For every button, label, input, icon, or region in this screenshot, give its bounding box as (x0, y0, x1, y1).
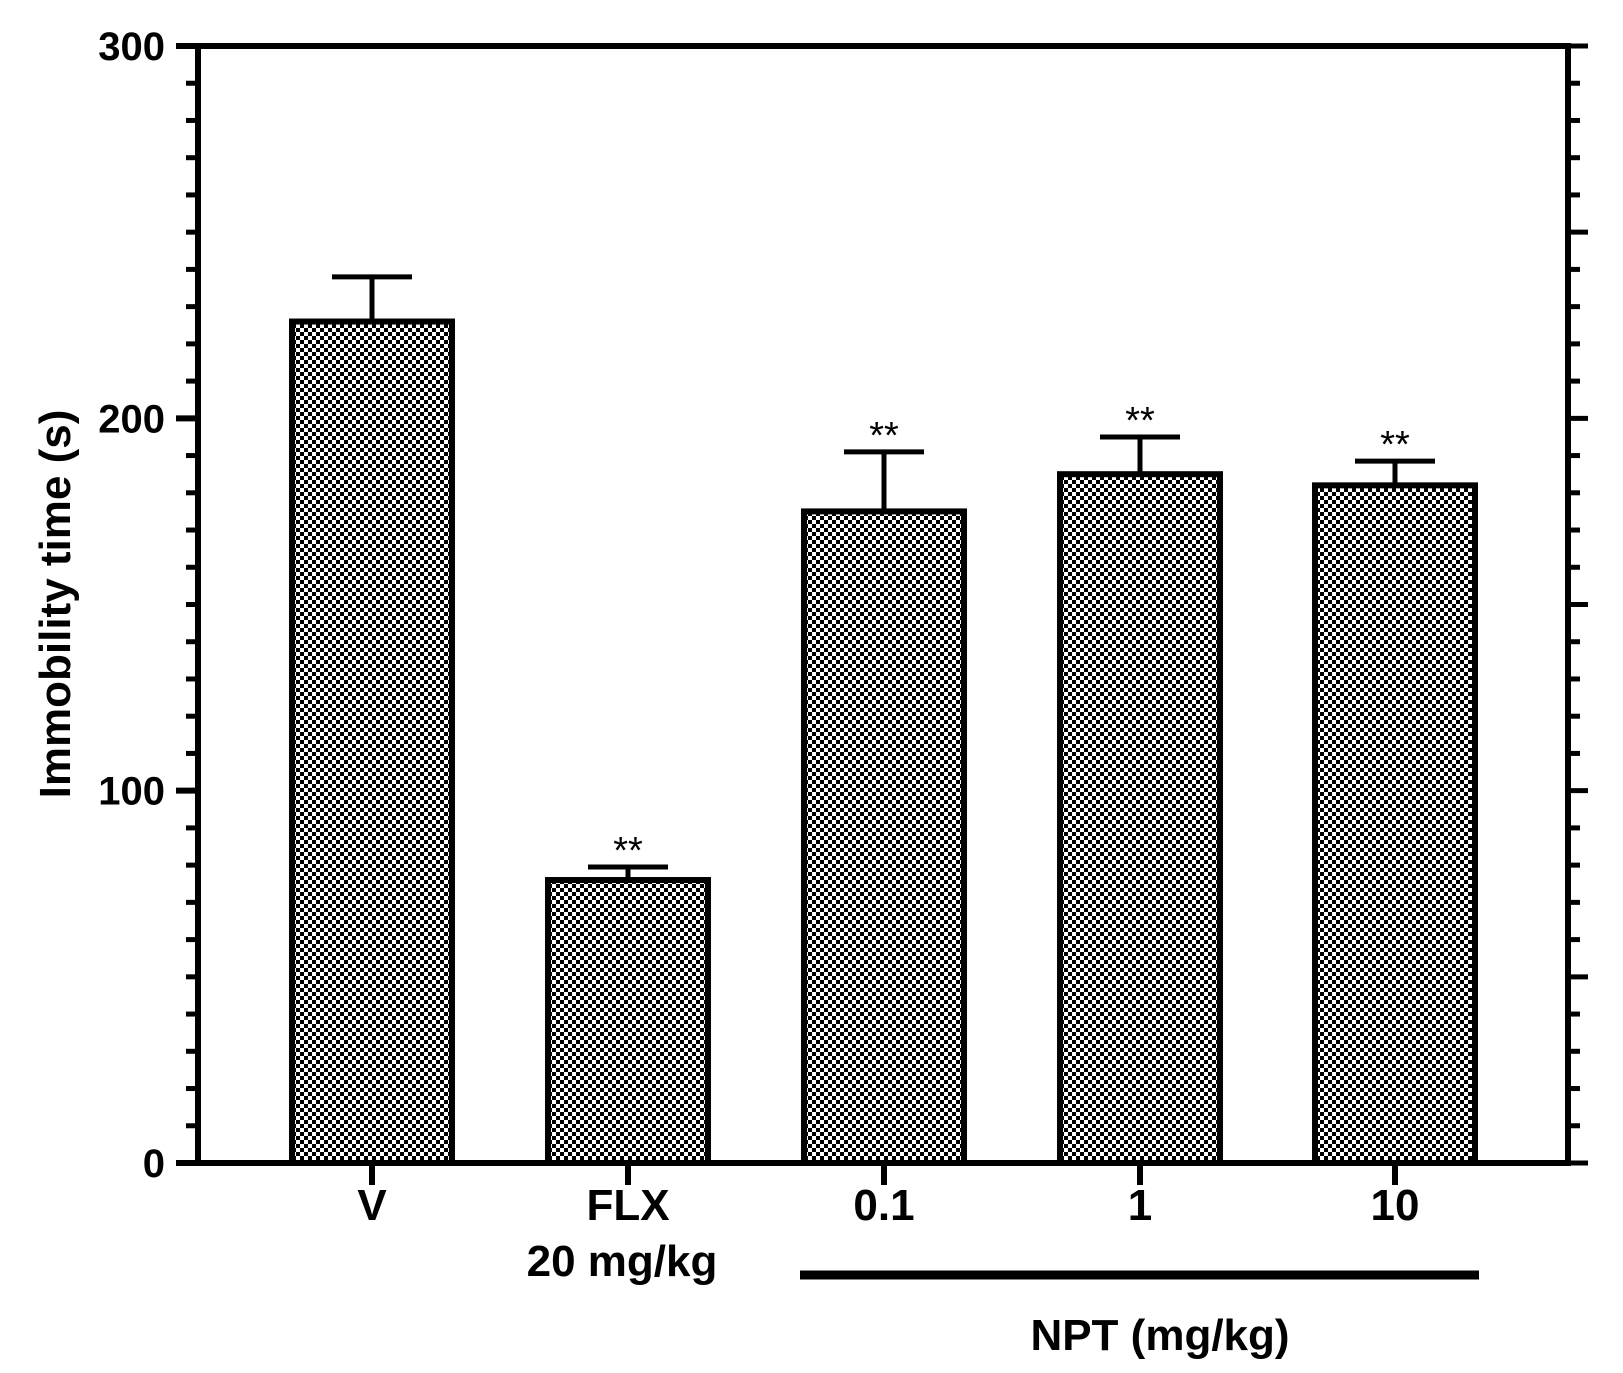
x-tick-label: 0.1 (853, 1181, 914, 1230)
x-tick-sublabel: 20 mg/kg (527, 1237, 718, 1286)
significance-marker: ** (1380, 424, 1410, 466)
y-axis-label: Immobility time (s) (31, 410, 80, 799)
bars (289, 318, 1478, 1166)
significance-marker: ** (869, 415, 899, 457)
significance-marker: ** (1125, 400, 1155, 442)
labels: 0 100 200 300 V FLX 20 mg/kg ** 0.1 ** 1 ** 10 ** (98, 25, 1419, 1286)
bar (545, 877, 711, 1166)
x-tick-label: V (357, 1181, 387, 1230)
bar (1057, 471, 1223, 1166)
error-bars (332, 274, 1435, 881)
x-tick-label: 10 (1371, 1181, 1420, 1230)
y-tick-label: 0 (143, 1142, 165, 1186)
plot-frame (195, 43, 1571, 1166)
bar (1312, 482, 1478, 1166)
x-tick-label: FLX (586, 1181, 669, 1230)
bar (289, 318, 455, 1166)
y-tick-label: 100 (98, 770, 165, 814)
npt-group-label: NPT (mg/kg) (1030, 1311, 1289, 1360)
y-tick-label: 200 (98, 397, 165, 441)
x-tick-label: 1 (1128, 1181, 1152, 1230)
y-tick-label: 300 (98, 25, 165, 69)
bar (801, 508, 967, 1166)
significance-marker: ** (613, 830, 643, 872)
